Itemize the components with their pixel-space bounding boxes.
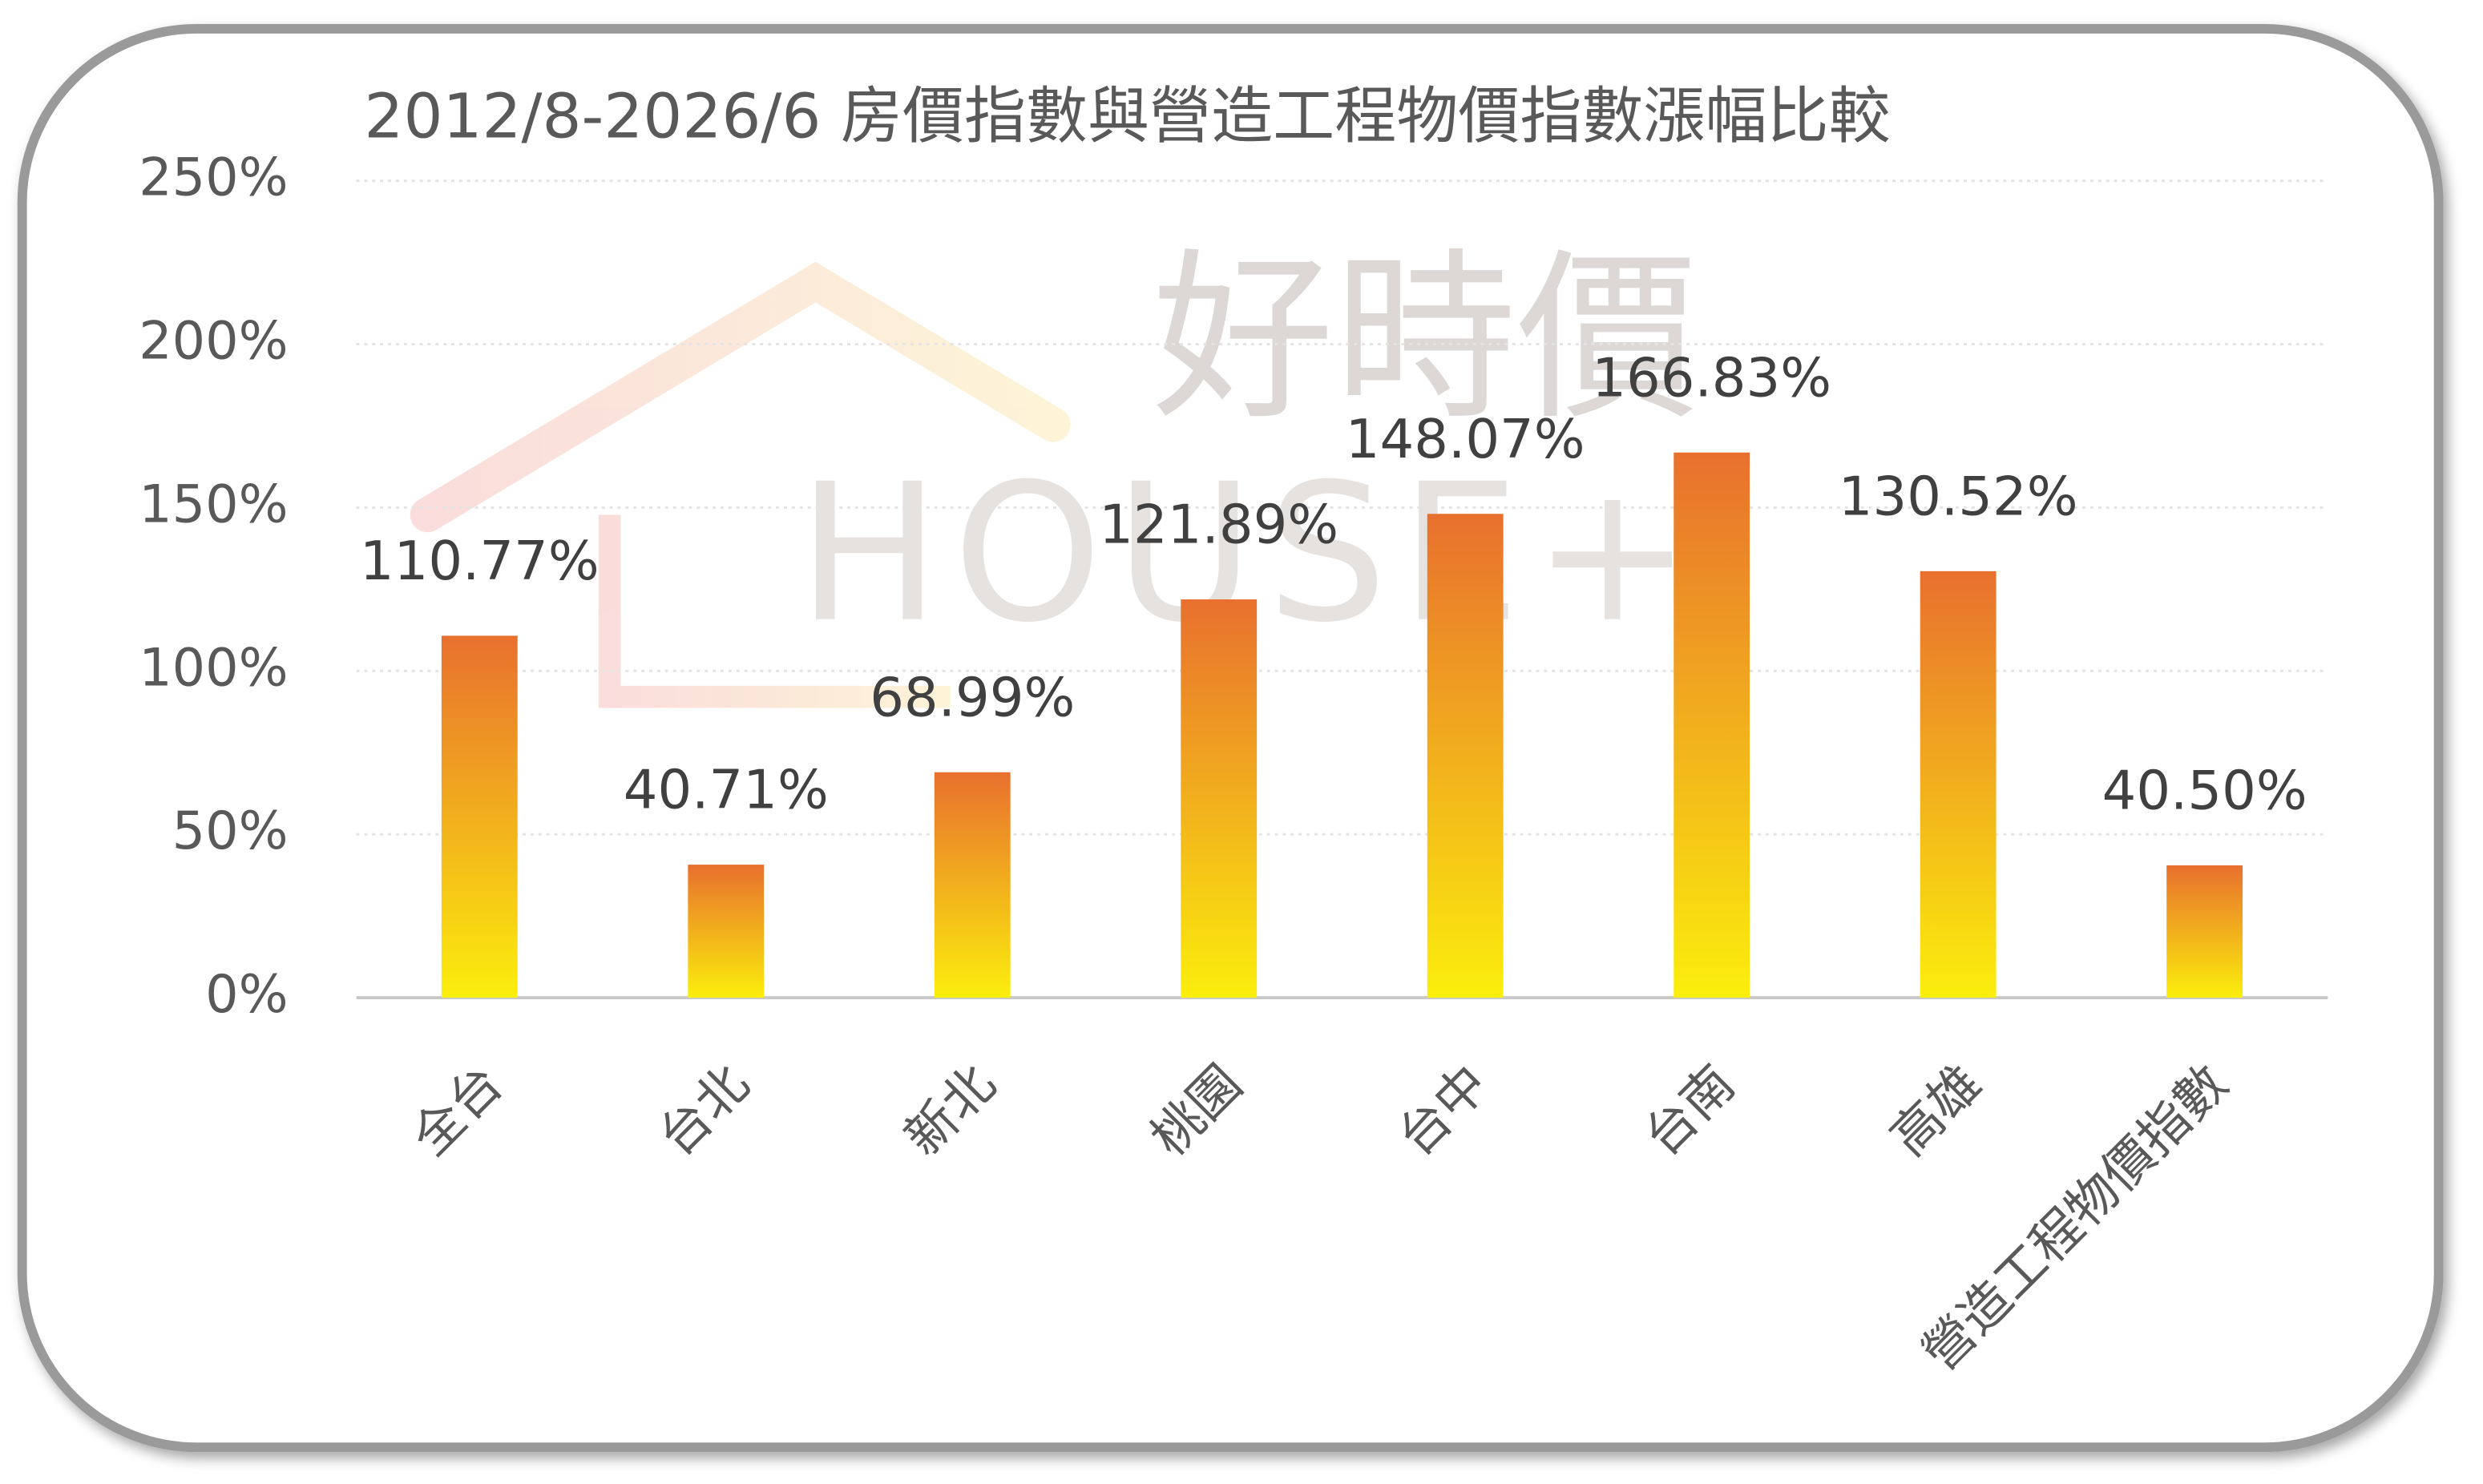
y-tick-label: 150% xyxy=(139,474,288,534)
data-label: 166.83% xyxy=(1592,346,1831,409)
data-label: 68.99% xyxy=(870,666,1075,728)
data-label: 130.52% xyxy=(1839,465,2078,527)
watermark-wall xyxy=(598,514,951,708)
watermark-roof xyxy=(410,261,1071,533)
bar xyxy=(1920,571,1996,998)
y-tick-label: 200% xyxy=(139,311,288,372)
chart-title: 2012/8-2026/6 房價指數與營造工程物價指數漲幅比較 xyxy=(364,80,1890,152)
data-label: 40.71% xyxy=(624,759,829,821)
bar xyxy=(1427,514,1504,998)
data-label: 40.50% xyxy=(2102,760,2307,822)
bar xyxy=(2166,865,2243,998)
bar xyxy=(934,772,1011,998)
watermark-chinese: 好時價 xyxy=(1152,232,1698,445)
data-label: 121.89% xyxy=(1099,494,1338,556)
y-tick-label: 0% xyxy=(205,964,288,1025)
data-label: 110.77% xyxy=(360,530,600,592)
y-tick-label: 100% xyxy=(139,637,288,698)
bar xyxy=(1674,452,1750,998)
bar xyxy=(441,635,518,998)
bar xyxy=(1181,599,1258,998)
bar xyxy=(688,865,765,998)
data-label: 148.07% xyxy=(1346,408,1585,470)
y-tick-label: 250% xyxy=(139,147,288,208)
y-tick-label: 50% xyxy=(172,800,289,861)
